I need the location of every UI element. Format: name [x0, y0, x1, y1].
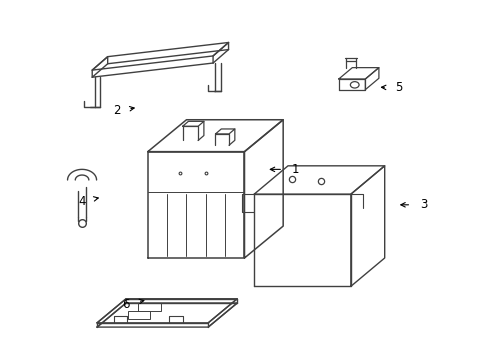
Text: 1: 1: [291, 163, 298, 176]
Text: 4: 4: [79, 195, 86, 208]
Text: 5: 5: [395, 81, 402, 94]
Text: 6: 6: [122, 298, 129, 311]
Text: 2: 2: [112, 104, 120, 117]
Text: 3: 3: [419, 198, 426, 211]
